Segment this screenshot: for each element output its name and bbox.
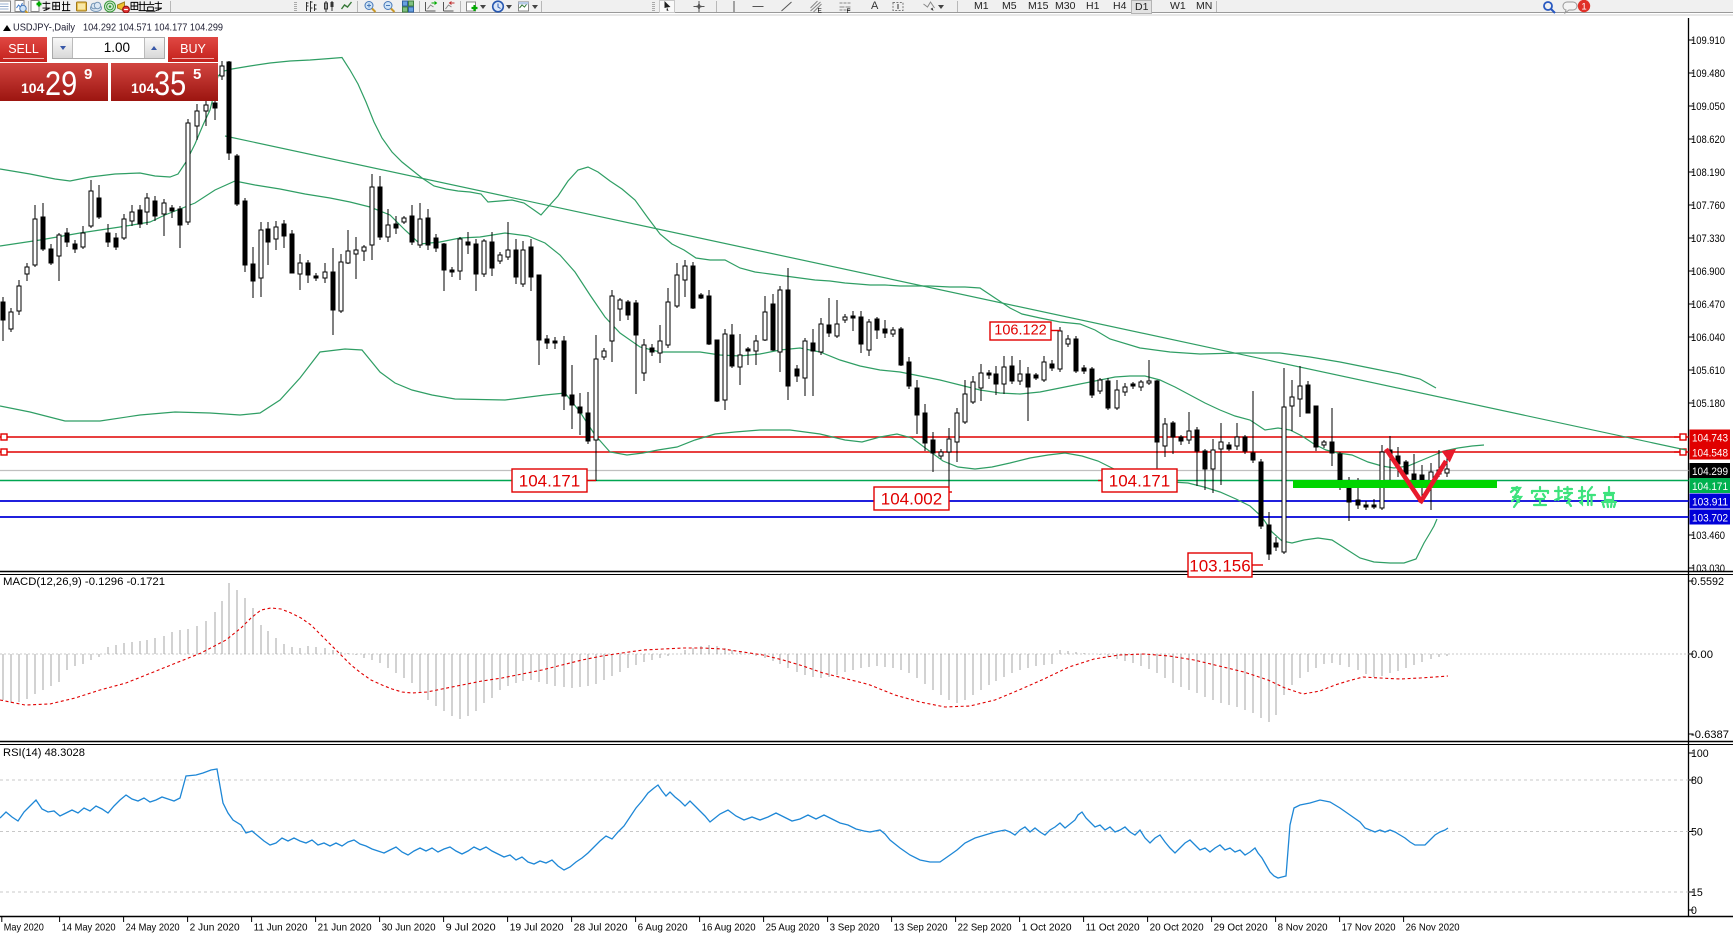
svg-text:11 Oct 2020: 11 Oct 2020 <box>1086 923 1140 934</box>
svg-text:0.00: 0.00 <box>1691 649 1713 661</box>
svg-text:17 Nov 2020: 17 Nov 2020 <box>1342 923 1396 934</box>
svg-text:80: 80 <box>1691 775 1703 787</box>
svg-text:16 Aug 2020: 16 Aug 2020 <box>702 923 756 934</box>
svg-text:104.292 104.571 104.177 104.29: 104.292 104.571 104.177 104.299 <box>83 23 223 34</box>
svg-text:0: 0 <box>1691 905 1697 917</box>
svg-text:0.5592: 0.5592 <box>1691 576 1724 588</box>
svg-text:F: F <box>847 8 851 13</box>
svg-text:9 Jul 2020: 9 Jul 2020 <box>446 923 496 934</box>
svg-text:106.900: 106.900 <box>1691 266 1725 278</box>
svg-text:50: 50 <box>1691 827 1703 839</box>
svg-text:106.040: 106.040 <box>1691 332 1725 344</box>
svg-text:1: 1 <box>1581 2 1586 13</box>
svg-text:103.702: 103.702 <box>1692 512 1728 524</box>
svg-text:20 Oct 2020: 20 Oct 2020 <box>1150 923 1204 934</box>
svg-text:24 May 2020: 24 May 2020 <box>126 923 180 934</box>
svg-text:104.171: 104.171 <box>1692 481 1728 493</box>
svg-text:103.911: 103.911 <box>1692 496 1728 508</box>
svg-text:103.156: 103.156 <box>1189 557 1250 576</box>
svg-text:109.050: 109.050 <box>1691 101 1725 113</box>
svg-text:103.030: 103.030 <box>1691 563 1725 575</box>
svg-text:103.460: 103.460 <box>1691 530 1725 542</box>
svg-text:30 Jun 2020: 30 Jun 2020 <box>382 923 436 934</box>
svg-text:104.171: 104.171 <box>1109 472 1170 491</box>
svg-text:104.299: 104.299 <box>1692 466 1728 478</box>
svg-text:105.180: 105.180 <box>1691 398 1725 410</box>
svg-text:-0.6387: -0.6387 <box>1691 729 1729 741</box>
svg-text:107.330: 107.330 <box>1691 233 1725 245</box>
svg-text:1 Oct 2020: 1 Oct 2020 <box>1022 923 1072 934</box>
svg-text:109.910: 109.910 <box>1691 35 1725 47</box>
svg-text:108.620: 108.620 <box>1691 134 1725 146</box>
svg-text:106.122: 106.122 <box>994 323 1046 339</box>
svg-text:107.760: 107.760 <box>1691 200 1725 212</box>
svg-text:E: E <box>818 8 823 14</box>
svg-text:104.171: 104.171 <box>519 472 580 491</box>
svg-text:105.610: 105.610 <box>1691 365 1725 377</box>
svg-text:28 Jul 2020: 28 Jul 2020 <box>574 923 628 934</box>
svg-text:14 May 2020: 14 May 2020 <box>62 923 116 934</box>
svg-text:104.548: 104.548 <box>1692 447 1728 459</box>
svg-text:26 Nov 2020: 26 Nov 2020 <box>1406 923 1460 934</box>
svg-text:13 Sep 2020: 13 Sep 2020 <box>894 923 948 934</box>
svg-text:19 Jul 2020: 19 Jul 2020 <box>510 923 564 934</box>
svg-text:USDJPY-,Daily: USDJPY-,Daily <box>13 23 76 34</box>
svg-text:25 Aug 2020: 25 Aug 2020 <box>766 923 820 934</box>
svg-text:MACD(12,26,9) -0.1296 -0.1721: MACD(12,26,9) -0.1296 -0.1721 <box>3 576 165 588</box>
svg-text:106.470: 106.470 <box>1691 299 1725 311</box>
svg-text:104.743: 104.743 <box>1692 432 1728 444</box>
svg-text:15: 15 <box>1691 887 1703 899</box>
svg-text:109.480: 109.480 <box>1691 68 1725 80</box>
svg-text:21 Jun 2020: 21 Jun 2020 <box>318 923 372 934</box>
svg-text:May 2020: May 2020 <box>4 923 44 934</box>
svg-text:29 Oct 2020: 29 Oct 2020 <box>1214 923 1268 934</box>
svg-text:6 Aug 2020: 6 Aug 2020 <box>638 923 688 934</box>
svg-text:22 Sep 2020: 22 Sep 2020 <box>958 923 1012 934</box>
svg-text:104.002: 104.002 <box>881 490 942 509</box>
svg-text:RSI(14) 48.3028: RSI(14) 48.3028 <box>3 747 85 759</box>
svg-text:108.190: 108.190 <box>1691 167 1725 179</box>
svg-text:2 Jun 2020: 2 Jun 2020 <box>190 923 240 934</box>
svg-text:100: 100 <box>1691 748 1709 760</box>
svg-text:11 Jun 2020: 11 Jun 2020 <box>254 923 308 934</box>
svg-text:8 Nov 2020: 8 Nov 2020 <box>1278 923 1328 934</box>
svg-text:3 Sep 2020: 3 Sep 2020 <box>830 923 880 934</box>
